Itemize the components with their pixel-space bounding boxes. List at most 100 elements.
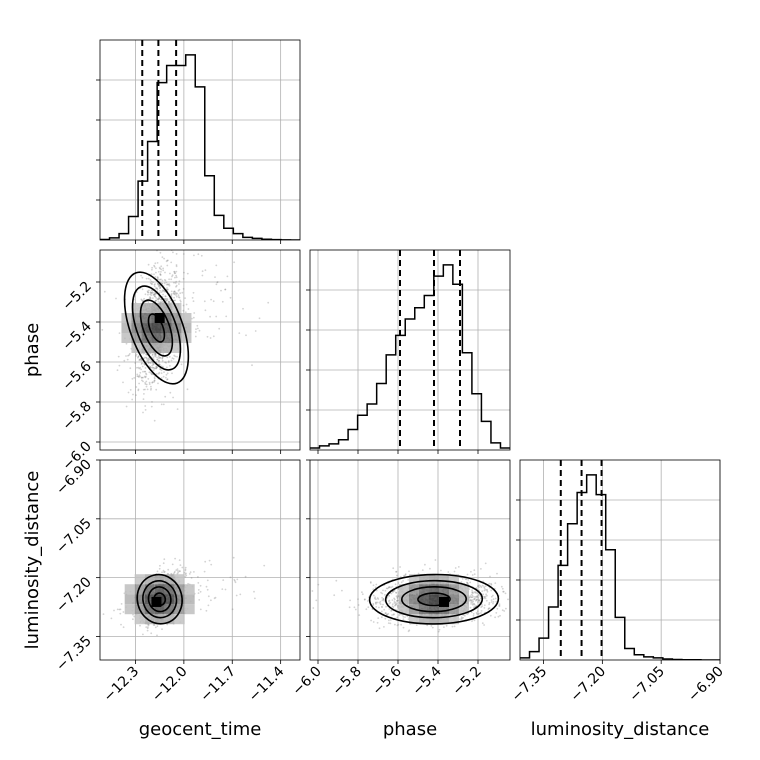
sample-point [258,317,261,320]
sample-point [185,572,187,575]
sample-point [139,375,141,378]
density-cells [399,574,469,625]
sample-point [147,263,150,266]
sample-point [152,363,155,366]
sample-point [150,283,153,285]
sample-point [480,610,483,612]
sample-point [473,606,476,608]
sample-point [154,353,157,355]
sample-point [376,601,379,604]
sample-point [160,265,163,268]
sample-point [173,292,176,295]
sample-point [459,618,461,620]
sample-point [392,606,395,609]
sample-point [421,569,424,571]
sample-point [161,279,164,282]
sample-point [149,359,152,361]
sample-point [160,278,162,281]
sample-point [469,606,472,609]
sample-point [151,401,153,403]
sample-point [201,270,204,273]
sample-point [125,405,128,408]
density-cell [164,614,175,625]
sample-point [376,597,379,599]
density-cell [429,604,439,615]
sample-point [161,357,164,360]
sample-point [150,366,153,369]
sample-point [216,281,219,284]
sample-point [172,292,175,295]
sample-point [167,259,169,262]
x-tick-label: −7.35 [509,664,551,706]
sample-point [159,267,162,270]
sample-point [475,605,477,607]
sample-point [485,593,487,596]
sample-point [145,357,148,359]
sample-point [198,329,201,332]
sample-point [471,594,474,597]
sample-point [486,588,488,591]
sample-point [151,364,154,367]
sample-point [212,335,215,338]
sample-point [159,287,161,290]
sample-point [161,628,163,631]
sample-point [486,594,488,597]
sample-point [386,596,389,599]
sample-point [148,381,151,384]
sample-point [488,582,491,585]
sample-point [169,301,171,304]
y-tick-label: −7.35 [53,633,95,675]
sample-point [136,375,139,378]
sample-point [474,591,477,594]
sample-point [348,606,351,609]
sample-point [151,381,154,384]
sample-point [161,256,164,259]
sample-point [204,309,207,312]
sample-point [159,301,162,303]
sample-point [158,297,161,300]
x-tick-label: −11.7 [197,664,239,706]
sample-point [476,595,479,598]
sample-point [180,363,183,366]
sample-point [496,607,499,610]
sample-point [147,359,150,362]
sample-point [390,586,392,589]
sample-point [170,278,173,281]
sample-point [153,293,156,296]
density-cell [161,323,172,333]
sample-point [161,359,164,362]
sample-point [154,353,157,355]
sample-point [140,368,143,371]
sample-point [534,584,536,586]
sample-point [117,355,120,358]
sample-point [474,591,477,593]
sample-point [139,358,142,361]
sample-point [161,356,164,359]
sample-point [199,608,202,611]
sample-point [197,592,200,594]
sample-point [147,626,149,628]
sample-point [474,595,477,598]
density-cell [409,594,419,605]
sample-point [184,569,187,572]
sample-point [563,609,565,611]
sample-point [397,606,399,609]
sample-point [263,601,265,603]
sample-point [158,371,161,374]
density-cell [174,614,185,625]
sample-point [175,569,178,571]
sample-point [471,596,473,599]
sample-point [146,388,149,391]
sample-point [379,603,382,606]
x-tick-label: −5.2 [449,664,484,699]
sample-point [139,624,141,627]
pair-panel-geocent_time-luminosity_distance [96,459,301,664]
sample-point [389,601,392,604]
sample-point [388,602,391,605]
sample-point [155,287,158,290]
sample-point [161,357,164,359]
sample-point [206,335,209,338]
sample-point [466,582,469,585]
sample-point [470,599,472,602]
sample-point [403,574,405,577]
